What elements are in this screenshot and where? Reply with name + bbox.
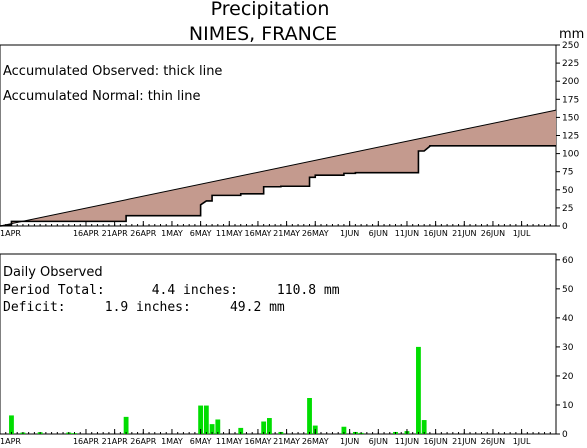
- daily-xtick-label: 1JUL: [513, 437, 531, 446]
- accumulated-xtick-label: 26APR: [130, 229, 156, 238]
- daily-xtick-label: 1APR: [0, 437, 21, 446]
- accumulated-ytick-label: 200: [562, 77, 579, 87]
- accumulated-xtick-label: 1MAY: [161, 229, 183, 238]
- daily-bar: [9, 415, 14, 434]
- legend-normal: Accumulated Normal: thin line: [3, 89, 201, 104]
- daily-panel-frame: [0, 253, 557, 435]
- unit-label: mm: [559, 27, 584, 42]
- daily-xtick-label: 16APR: [73, 437, 99, 446]
- daily-xtick-label: 16MAY: [245, 437, 272, 446]
- daily-axes: 0 10 20 30 40 50 60 1APR 16APR 21APR 26APR 1MAY 6MAY…: [0, 256, 574, 446]
- accumulated-ytick-label: 25: [562, 204, 573, 214]
- daily-bar: [123, 416, 129, 434]
- accumulated-xtick-label: 1JUL: [513, 229, 531, 238]
- daily-bar: [416, 346, 421, 434]
- observed-accumulation-line: [0, 144, 556, 227]
- daily-xtick-label: 26APR: [130, 437, 156, 446]
- accumulated-ytick-label: 250: [562, 41, 579, 51]
- accumulated-xtick-label: 1JUN: [340, 229, 359, 238]
- accumulated-ytick-label: 100: [562, 150, 579, 160]
- daily-bar: [341, 426, 347, 434]
- daily-xtick-label: 11MAY: [216, 437, 243, 446]
- accumulated-axes: 0 25 50 75 100 125 150 175 200 225 250 1APR 16APR 21A…: [0, 41, 579, 238]
- accumulated-ytick-label: 125: [562, 132, 579, 142]
- daily-bar: [261, 421, 267, 434]
- period-total: Period Total: 4.4 inches: 110.8 mm: [3, 283, 340, 298]
- daily-xtick-label: 21JUN: [452, 437, 476, 446]
- daily-ytick-label: 10: [562, 401, 574, 411]
- daily-heading: Daily Observed: [3, 265, 103, 280]
- accumulated-xtick-label: 21APR: [102, 229, 128, 238]
- accumulated-xtick-label: 21JUN: [452, 229, 476, 238]
- daily-xtick-label: 26JUN: [481, 437, 505, 446]
- chart-location: NIMES, FRANCE: [189, 23, 337, 45]
- accumulated-xtick-label: 11JUN: [395, 229, 419, 238]
- daily-bar: [215, 419, 221, 434]
- daily-xtick-label: 21APR: [102, 437, 128, 446]
- accumulated-series: [0, 109, 557, 227]
- chart-title: Precipitation: [211, 0, 330, 20]
- normal-accumulation-line: [0, 109, 557, 227]
- daily-ytick-label: 40: [562, 314, 574, 324]
- accumulated-ytick-label: 175: [562, 95, 579, 105]
- accumulated-xtick-label: 16MAY: [245, 229, 272, 238]
- accumulated-ytick-label: 50: [562, 186, 574, 196]
- accumulated-xtick-label: 6JUN: [369, 229, 388, 238]
- daily-xtick-label: 21MAY: [273, 437, 300, 446]
- accumulated-xtick-label: 21MAY: [273, 229, 300, 238]
- accumulated-xtick-label: 6MAY: [190, 229, 212, 238]
- daily-ytick-label: 30: [562, 343, 574, 353]
- daily-bar: [203, 405, 209, 434]
- daily-xtick-label: 16JUN: [423, 437, 447, 446]
- daily-bar: [238, 427, 244, 434]
- daily-bars: [9, 346, 427, 434]
- daily-xtick-label: 6JUN: [369, 437, 388, 446]
- accumulated-xtick-label: 1APR: [0, 229, 21, 238]
- daily-xtick-label: 26MAY: [302, 437, 329, 446]
- accumulated-ytick-label: 150: [562, 113, 579, 123]
- accumulated-xtick-label: 11MAY: [216, 229, 243, 238]
- daily-ytick-label: 60: [562, 256, 574, 266]
- accumulated-ytick-label: 225: [562, 59, 579, 69]
- daily-bar: [307, 398, 312, 434]
- daily-xtick-label: 1MAY: [161, 437, 183, 446]
- daily-xtick-label: 11JUN: [395, 437, 419, 446]
- daily-ytick-label: 50: [562, 285, 574, 295]
- accumulated-xtick-label: 26JUN: [481, 229, 505, 238]
- daily-xtick-label: 6MAY: [190, 437, 212, 446]
- accumulated-xtick-label: 16APR: [73, 229, 99, 238]
- legend-observed: Accumulated Observed: thick line: [3, 64, 222, 79]
- accumulated-ytick-label: 75: [562, 168, 573, 178]
- daily-bar: [209, 424, 215, 434]
- daily-bar: [198, 405, 204, 434]
- daily-ytick-label: 0: [562, 430, 568, 440]
- accumulated-ytick-label: 0: [562, 222, 568, 232]
- accumulated-xtick-label: 26MAY: [302, 229, 329, 238]
- daily-xtick-label: 1JUN: [340, 437, 359, 446]
- daily-ytick-label: 20: [562, 372, 574, 382]
- deficit-total: Deficit: 1.9 inches: 49.2 mm: [3, 300, 285, 315]
- accumulated-xtick-label: 16JUN: [423, 229, 447, 238]
- daily-bar: [266, 418, 272, 434]
- daily-bar: [421, 420, 427, 434]
